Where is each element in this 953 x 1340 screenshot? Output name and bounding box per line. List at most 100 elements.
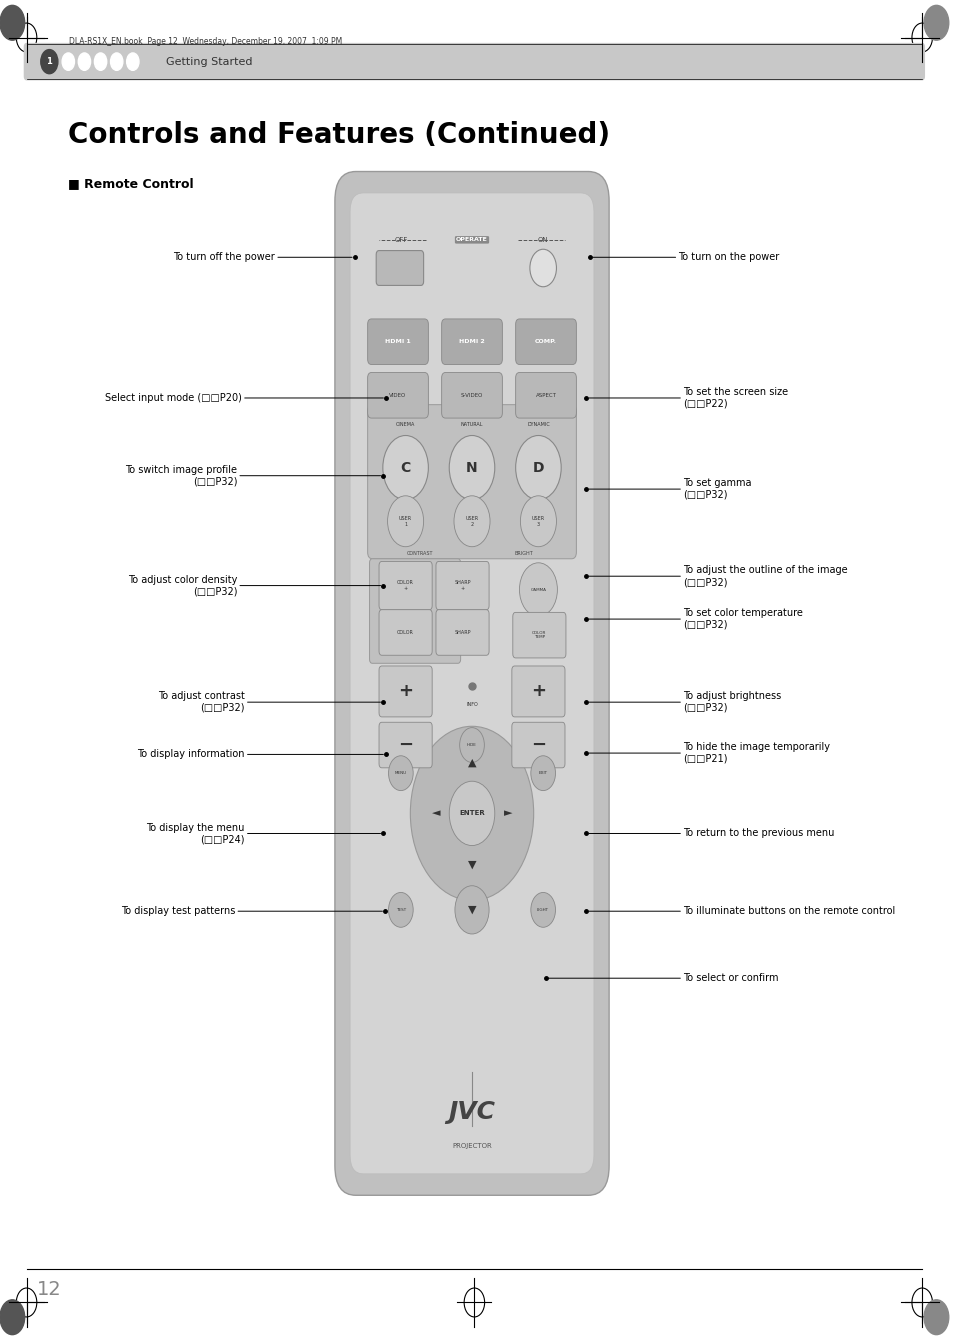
Text: To illuminate buttons on the remote control: To illuminate buttons on the remote cont… [682, 906, 895, 917]
Text: CONTRAST: CONTRAST [406, 551, 433, 556]
FancyBboxPatch shape [378, 561, 432, 610]
Text: HIDE: HIDE [467, 744, 476, 746]
Circle shape [449, 436, 495, 500]
Text: −: − [530, 736, 545, 754]
FancyBboxPatch shape [441, 373, 502, 418]
Text: −: − [397, 736, 413, 754]
Text: To set the screen size
(□□P22): To set the screen size (□□P22) [682, 387, 787, 409]
Text: N: N [466, 461, 477, 474]
FancyBboxPatch shape [378, 666, 432, 717]
Text: To turn off the power: To turn off the power [173, 252, 274, 263]
Circle shape [518, 563, 557, 616]
FancyBboxPatch shape [378, 722, 432, 768]
Text: ▼: ▼ [467, 859, 476, 870]
FancyBboxPatch shape [375, 251, 423, 285]
Circle shape [459, 728, 484, 762]
Text: MENU: MENU [395, 772, 407, 775]
FancyBboxPatch shape [378, 610, 432, 655]
Text: To set gamma
(□□P32): To set gamma (□□P32) [682, 478, 751, 500]
Text: +: + [531, 682, 545, 701]
Text: Select input mode (□□P20): Select input mode (□□P20) [105, 393, 242, 403]
Text: 1: 1 [47, 58, 52, 66]
Text: USER
2: USER 2 [465, 516, 478, 527]
Text: 12: 12 [37, 1280, 62, 1298]
Circle shape [516, 436, 560, 500]
Text: DLA-RS1X_EN.book  Page 12  Wednesday, December 19, 2007  1:09 PM: DLA-RS1X_EN.book Page 12 Wednesday, Dece… [70, 36, 342, 46]
Text: INFO: INFO [466, 702, 477, 708]
Circle shape [530, 892, 555, 927]
Text: C: C [400, 461, 411, 474]
Text: To adjust brightness
(□□P32): To adjust brightness (□□P32) [682, 691, 781, 713]
Text: COLOR
+: COLOR + [396, 580, 414, 591]
Circle shape [449, 781, 495, 846]
FancyBboxPatch shape [367, 373, 428, 418]
Text: ▲: ▲ [467, 757, 476, 768]
FancyBboxPatch shape [512, 722, 564, 768]
Circle shape [111, 54, 123, 71]
Text: DYNAMIC: DYNAMIC [526, 422, 549, 427]
Text: USER
3: USER 3 [532, 516, 544, 527]
FancyBboxPatch shape [24, 43, 924, 80]
FancyBboxPatch shape [436, 610, 489, 655]
Circle shape [0, 1300, 25, 1335]
Text: To adjust color density
(□□P32): To adjust color density (□□P32) [128, 575, 237, 596]
FancyBboxPatch shape [513, 612, 565, 658]
Text: D: D [532, 461, 543, 474]
Text: OPERATE: OPERATE [456, 237, 487, 243]
Text: VIDEO: VIDEO [389, 393, 406, 398]
FancyBboxPatch shape [516, 319, 576, 364]
Text: To adjust the outline of the image
(□□P32): To adjust the outline of the image (□□P3… [682, 565, 847, 587]
Circle shape [41, 50, 58, 74]
Text: ◄: ◄ [432, 808, 439, 819]
Text: SHARP: SHARP [454, 630, 470, 635]
Text: COMP.: COMP. [535, 339, 557, 344]
Circle shape [382, 436, 428, 500]
FancyBboxPatch shape [350, 193, 594, 1174]
FancyBboxPatch shape [369, 559, 460, 663]
Circle shape [530, 756, 555, 791]
Circle shape [519, 496, 556, 547]
FancyBboxPatch shape [441, 319, 502, 364]
Circle shape [94, 54, 107, 71]
FancyBboxPatch shape [367, 319, 428, 364]
Text: ASPECT: ASPECT [535, 393, 556, 398]
Circle shape [388, 892, 413, 927]
Text: ENTER: ENTER [458, 811, 484, 816]
Text: To switch image profile
(□□P32): To switch image profile (□□P32) [125, 465, 237, 486]
Text: To hide the image temporarily
(□□P21): To hide the image temporarily (□□P21) [682, 742, 829, 764]
Text: COLOR
TEMP: COLOR TEMP [532, 631, 546, 639]
Text: To display information: To display information [137, 749, 245, 760]
Text: CINEMA: CINEMA [395, 422, 415, 427]
Circle shape [529, 249, 556, 287]
Text: JVC: JVC [448, 1100, 495, 1124]
Text: PROJECTOR: PROJECTOR [452, 1143, 492, 1148]
Circle shape [923, 1300, 948, 1335]
Text: +: + [397, 682, 413, 701]
Text: OFF: OFF [394, 237, 407, 243]
Text: HDMI 1: HDMI 1 [385, 339, 411, 344]
Text: To select or confirm: To select or confirm [682, 973, 778, 984]
Text: USER
1: USER 1 [398, 516, 412, 527]
Circle shape [0, 5, 25, 40]
Circle shape [410, 726, 533, 900]
Text: BRIGHT: BRIGHT [515, 551, 533, 556]
Text: To display the menu
(□□P24): To display the menu (□□P24) [146, 823, 245, 844]
FancyBboxPatch shape [436, 561, 489, 610]
Text: ►: ► [503, 808, 512, 819]
Text: LIGHT: LIGHT [537, 909, 549, 911]
Text: Controls and Features (Continued): Controls and Features (Continued) [69, 121, 610, 149]
Text: ON: ON [537, 237, 548, 243]
Circle shape [454, 496, 490, 547]
FancyBboxPatch shape [516, 373, 576, 418]
Text: ■ Remote Control: ■ Remote Control [69, 177, 193, 190]
Circle shape [387, 496, 423, 547]
Circle shape [62, 54, 74, 71]
Text: EXIT: EXIT [538, 772, 547, 775]
Circle shape [455, 886, 489, 934]
Text: To turn on the power: To turn on the power [678, 252, 779, 263]
Text: To return to the previous menu: To return to the previous menu [682, 828, 834, 839]
Text: GAMMA: GAMMA [530, 588, 546, 591]
Text: To set color temperature
(□□P32): To set color temperature (□□P32) [682, 608, 802, 630]
Text: COLOR: COLOR [396, 630, 414, 635]
Text: NATURAL: NATURAL [460, 422, 483, 427]
